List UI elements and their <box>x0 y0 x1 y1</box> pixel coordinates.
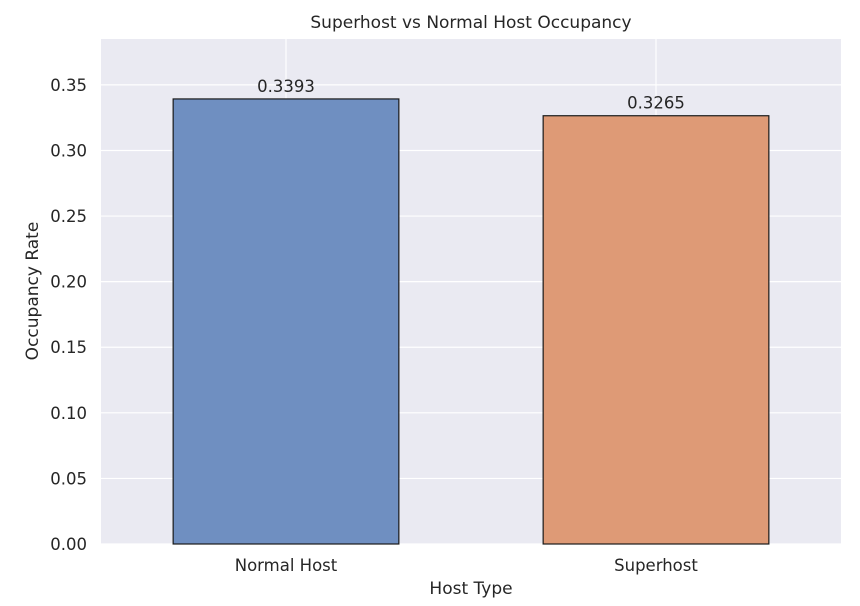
y-tick-label: 0.00 <box>50 535 87 554</box>
x-axis-label: Host Type <box>429 579 512 599</box>
y-axis-label: Occupancy Rate <box>23 222 43 361</box>
data-labels: 0.3393 0.3265 <box>257 77 685 113</box>
bar-superhost <box>542 115 770 545</box>
x-tick-label: Superhost <box>614 556 698 575</box>
y-tick-label: 0.10 <box>50 404 87 423</box>
x-tick-label: Normal Host <box>235 556 338 575</box>
y-tick-label: 0.20 <box>50 273 87 292</box>
y-tick-label: 0.35 <box>50 76 87 95</box>
y-tick-label: 0.05 <box>50 469 87 488</box>
y-tick-label: 0.25 <box>50 207 87 226</box>
x-axis-ticks: Normal Host Superhost <box>235 556 699 575</box>
data-label: 0.3265 <box>627 94 685 113</box>
bars <box>172 98 770 545</box>
data-label: 0.3393 <box>257 77 315 96</box>
chart-title: Superhost vs Normal Host Occupancy <box>310 13 631 33</box>
y-tick-label: 0.30 <box>50 141 87 160</box>
bar-normal-host <box>172 98 400 545</box>
y-tick-label: 0.15 <box>50 338 87 357</box>
y-axis-ticks: 0.00 0.05 0.10 0.15 0.20 0.25 0.30 0.35 <box>50 76 87 554</box>
